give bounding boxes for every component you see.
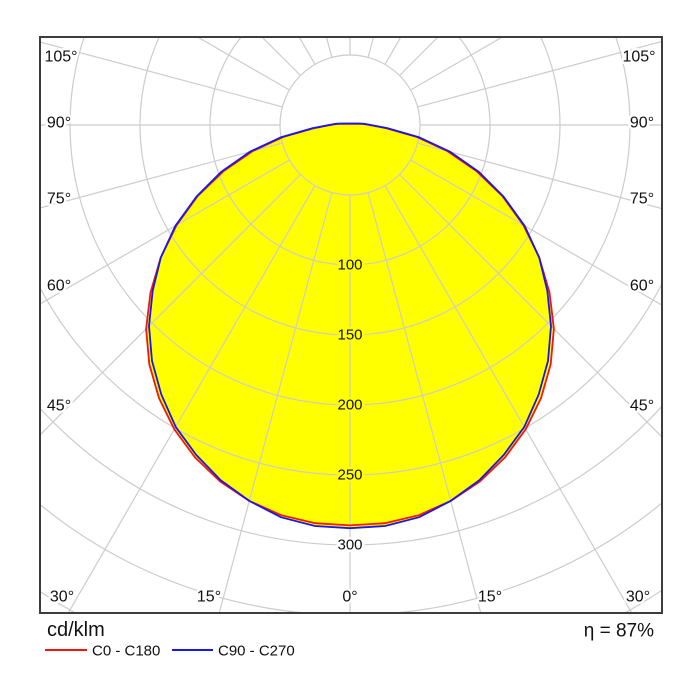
angle-label-left-90: 90° [47, 115, 71, 132]
angle-label-left-60: 60° [47, 278, 71, 295]
radial-label-250: 250 [337, 467, 362, 484]
radial-tick-labels: 100 150 200 250 300 [335, 254, 365, 556]
radial-label-150: 150 [337, 327, 362, 344]
grid-spoke-240 [196, 37, 290, 91]
legend-label-c90-c270: C90 - C270 [218, 643, 295, 660]
efficiency-label: η = 87% [584, 621, 654, 642]
angle-labels-left: 105° 90° 75° 60° 45° [42, 46, 80, 417]
angle-labels-bottom: 30° 15° 0° 15° 30° [47, 586, 652, 608]
angle-label-right-90: 90° [630, 115, 654, 132]
angle-label-bottom-30R: 30° [626, 589, 650, 606]
grid-spoke-345 [218, 192, 333, 613]
plot-frame [39, 36, 663, 614]
grid-spoke-165 [367, 37, 375, 58]
angle-label-bottom-30L: 30° [50, 589, 74, 606]
unit-label: cd/klm [47, 619, 105, 641]
angle-label-left-75: 75° [47, 191, 71, 208]
angle-label-left-105: 105° [44, 49, 77, 66]
grid-spoke-15 [367, 192, 482, 613]
radial-label-200: 200 [337, 397, 362, 414]
grid-spoke-300 [40, 159, 290, 305]
angle-label-right-45: 45° [630, 398, 654, 415]
angle-label-bottom-0: 0° [342, 589, 357, 606]
angle-label-left-45: 45° [47, 398, 71, 415]
curve-group [145, 122, 555, 530]
grid-spoke-195 [325, 37, 333, 58]
grid-spoke-105 [417, 40, 662, 108]
c90-c270-curve [148, 122, 552, 530]
grid-spoke-315 [40, 174, 301, 436]
angle-label-right-75: 75° [630, 191, 654, 208]
legend: C0 - C180 C90 - C270 [45, 643, 295, 660]
grid-spoke-120 [410, 37, 504, 91]
angle-label-bottom-15R: 15° [478, 589, 502, 606]
grid-spoke-255 [40, 41, 283, 108]
grid-spoke-60 [410, 159, 662, 306]
angle-label-bottom-15L: 15° [197, 589, 221, 606]
legend-label-c0-c180: C0 - C180 [92, 643, 160, 660]
radial-label-100: 100 [337, 257, 362, 274]
grid-spoke-45 [399, 174, 662, 438]
angle-labels-right: 105° 90° 75° 60° 45° [620, 46, 658, 417]
grid-spoke-30 [384, 185, 633, 613]
angle-label-right-105: 105° [622, 49, 655, 66]
angle-label-right-60: 60° [630, 278, 654, 295]
radial-label-300: 300 [337, 537, 362, 554]
grid-spoke-75 [417, 142, 662, 210]
grid-spoke-330 [67, 185, 316, 613]
grid-spoke-285 [40, 142, 283, 209]
